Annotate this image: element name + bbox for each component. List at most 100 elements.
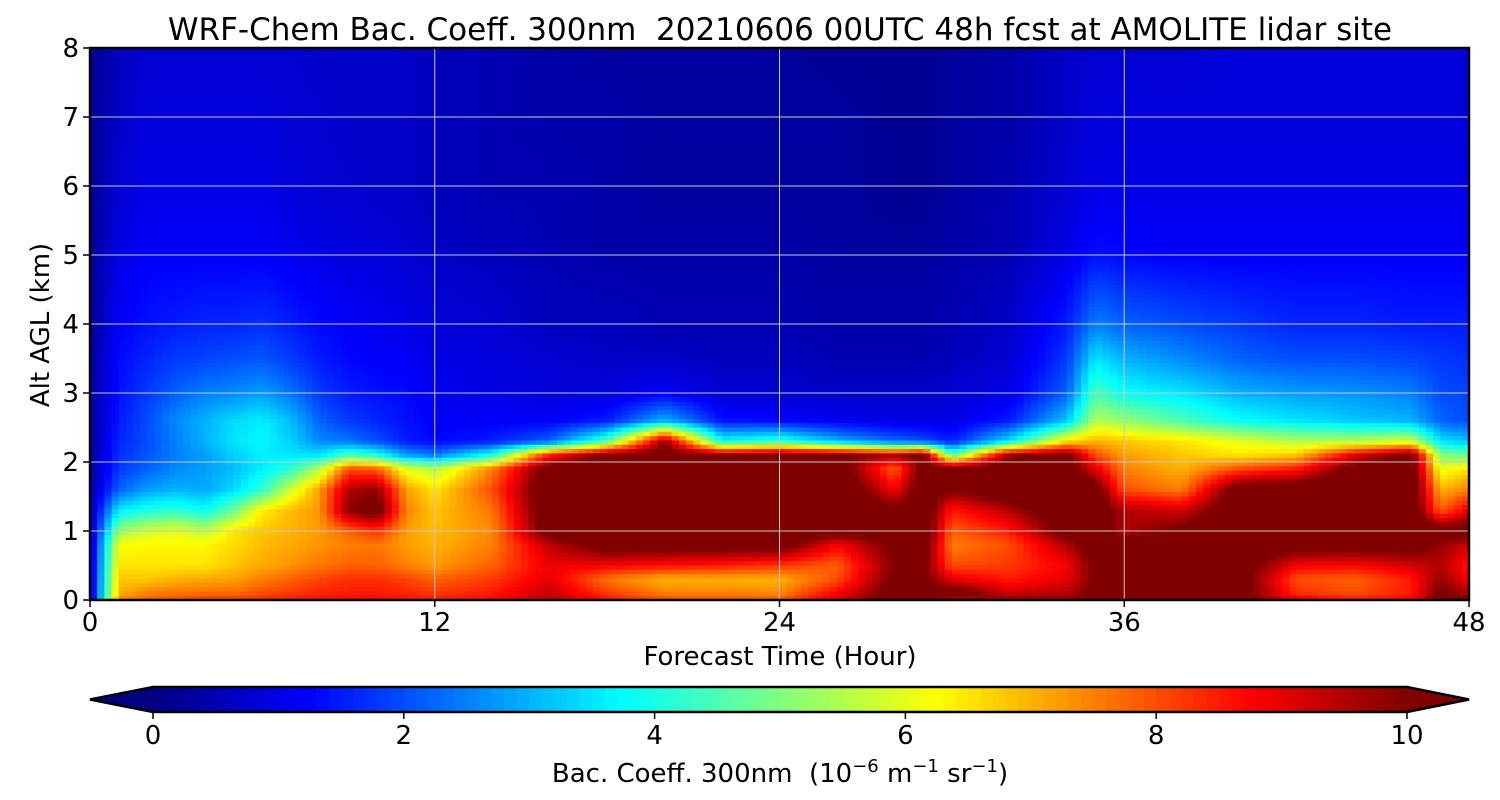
heatmap-cell [125,134,134,140]
heatmap-cell [355,86,364,92]
heatmap-cell [298,410,307,416]
heatmap-cell [291,134,299,140]
heatmap-cell [212,216,220,222]
heatmap-cell [90,56,98,62]
heatmap-cell [161,418,170,424]
heatmap-cell [219,125,228,131]
heatmap-cell [334,138,342,144]
heatmap-cell [90,423,98,429]
heatmap-cell [362,479,371,485]
heatmap-cell [233,423,242,429]
heatmap-cell [219,388,228,394]
heatmap-cell [305,285,314,291]
heatmap-cell [219,259,228,265]
heatmap-cell [305,315,314,321]
heatmap-cell [169,500,177,506]
heatmap-cell [111,509,120,515]
heatmap-cell [125,427,134,433]
heatmap-cell [341,190,350,196]
heatmap-cell [212,500,220,506]
heatmap-cell [283,319,292,325]
heatmap-cell [255,526,263,532]
heatmap-cell [233,449,242,454]
heatmap-cell [319,168,328,174]
heatmap-cell [334,561,342,567]
heatmap-cell [140,543,149,549]
heatmap-cell [90,91,98,97]
heatmap-cell [334,371,342,377]
heatmap-cell [118,324,127,329]
heatmap-cell [161,565,170,571]
heatmap-cell [147,224,156,230]
heatmap-cell [147,410,156,416]
heatmap-cell [212,354,220,360]
heatmap-cell [240,82,249,88]
heatmap-cell [341,561,350,567]
heatmap-cell [140,556,149,562]
heatmap-cell [240,229,249,235]
heatmap-cell [118,82,127,88]
heatmap-cell [111,401,120,407]
heatmap-cell [169,91,177,97]
heatmap-cell [305,556,314,562]
heatmap-cell [305,328,314,334]
heatmap-cell [255,556,263,562]
heatmap-cell [212,470,220,476]
heatmap-cell [176,112,184,118]
heatmap-cell [334,505,342,511]
heatmap-cell [125,78,134,84]
heatmap-cell [219,280,228,286]
heatmap-cell [355,483,364,489]
heatmap-cell [118,384,127,390]
heatmap-cell [169,177,177,183]
heatmap-cell [197,548,206,554]
heatmap-cell [233,513,242,519]
heatmap-cell [291,561,299,567]
heatmap-cell [104,548,113,554]
heatmap-cell [312,267,321,273]
heatmap-cell [161,233,170,239]
heatmap-cell [212,237,220,243]
heatmap-cell [248,315,256,321]
heatmap-cell [190,405,199,411]
heatmap-cell [291,466,299,472]
heatmap-cell [183,229,192,235]
heatmap-cell [291,479,299,485]
heatmap-cell [233,595,242,600]
heatmap-cell [298,276,307,282]
heatmap-cell [334,289,342,295]
heatmap-cell [276,125,285,131]
heatmap-cell [125,104,134,109]
heatmap-cell [147,160,156,166]
heatmap-cell [111,440,120,446]
heatmap-cell [362,388,371,394]
heatmap-cell [312,52,321,58]
heatmap-cell [327,595,335,600]
heatmap-cell [154,302,163,308]
heatmap-cell [262,375,271,381]
heatmap-cell [190,565,199,571]
heatmap-cell [291,194,299,200]
heatmap-cell [111,405,120,411]
heatmap-cell [312,78,321,84]
heatmap-cell [219,211,228,217]
heatmap-cell [104,181,113,187]
heatmap-cell [169,332,177,338]
heatmap-cell [147,95,156,101]
heatmap-cell [240,220,249,226]
heatmap-cell [176,543,184,549]
heatmap-cell [334,293,342,299]
heatmap-cell [226,405,235,411]
heatmap-cell [133,293,141,299]
heatmap-cell [348,216,357,222]
heatmap-cell [348,186,357,191]
heatmap-cell [341,315,350,321]
heatmap-cell [248,73,256,79]
heatmap-cell [262,155,271,161]
heatmap-cell [348,431,357,437]
heatmap-cell [219,393,228,398]
heatmap-cell [341,492,350,498]
heatmap-cell [111,177,120,183]
heatmap-cell [298,224,307,230]
heatmap-cell [125,173,134,178]
